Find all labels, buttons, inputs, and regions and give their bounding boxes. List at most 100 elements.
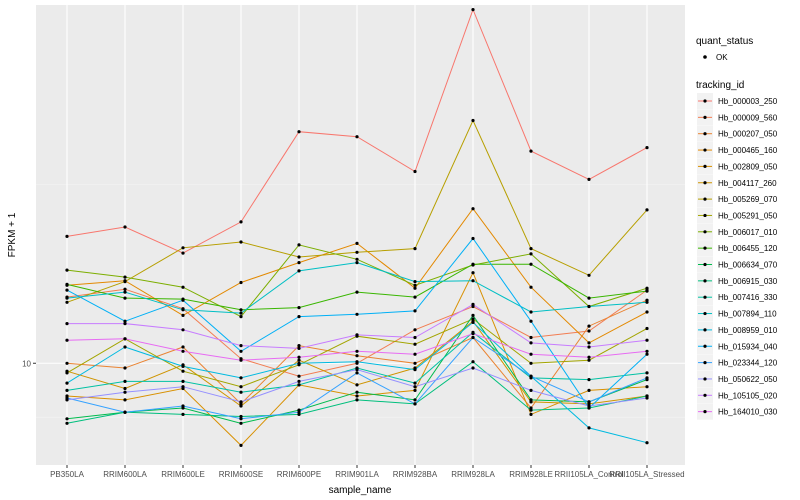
data-point: [65, 421, 69, 425]
legend-color-label: Hb_005291_050: [718, 211, 778, 220]
data-point: [355, 398, 359, 402]
legend-key-point: [703, 377, 707, 381]
data-point: [123, 390, 127, 394]
data-point: [123, 337, 127, 341]
data-point: [239, 443, 243, 447]
data-point: [413, 280, 417, 284]
data-point: [645, 396, 649, 400]
data-point: [239, 358, 243, 362]
legend-color-label: Hb_105105_020: [718, 391, 778, 400]
data-point: [355, 368, 359, 372]
data-point: [413, 381, 417, 385]
legend-color-items: Hb_000003_250 Hb_000009_560 Hb_000207_050 H…: [697, 93, 778, 420]
data-point: [587, 400, 591, 404]
data-point: [645, 208, 649, 212]
data-point: [239, 349, 243, 353]
legend-color-label: Hb_000009_560: [718, 113, 778, 122]
data-point: [529, 252, 533, 256]
data-point: [471, 332, 475, 336]
legend-shape-key: [703, 55, 707, 59]
data-point: [123, 379, 127, 383]
data-point: [587, 324, 591, 328]
data-point: [471, 8, 475, 12]
data-point: [587, 358, 591, 362]
data-point: [65, 322, 69, 326]
data-point: [65, 300, 69, 304]
data-point: [471, 313, 475, 317]
data-point: [355, 241, 359, 245]
data-point: [471, 271, 475, 275]
plot-panel: [36, 5, 685, 465]
data-point: [587, 177, 591, 181]
data-point: [65, 388, 69, 392]
data-point: [297, 255, 301, 259]
legend-color-label: Hb_015934_040: [718, 342, 778, 351]
data-point: [123, 345, 127, 349]
legend-color-label: Hb_050622_050: [718, 375, 778, 384]
data-point: [413, 328, 417, 332]
data-point: [413, 295, 417, 299]
data-point: [529, 398, 533, 402]
legend: quant_status OK tracking_id Hb_000003_25…: [696, 36, 778, 420]
legend-key-point: [703, 311, 707, 316]
data-point: [123, 275, 127, 279]
data-point: [413, 169, 417, 174]
data-point: [587, 273, 591, 277]
data-point: [355, 261, 359, 265]
data-point: [181, 364, 185, 368]
data-point: [239, 400, 243, 404]
legend-key-point: [703, 213, 707, 218]
x-tick-label: RRIM928LA: [451, 470, 495, 479]
y-axis: 10: [22, 359, 36, 368]
data-point: [587, 388, 591, 392]
data-point: [123, 296, 127, 300]
legend-key-point: [703, 132, 707, 136]
data-point: [123, 280, 127, 284]
data-point: [471, 236, 475, 241]
data-point: [529, 408, 533, 412]
data-point: [355, 250, 359, 254]
data-point: [297, 243, 301, 247]
data-point: [297, 379, 301, 383]
data-point: [529, 319, 533, 323]
data-point: [65, 371, 69, 375]
data-point: [471, 279, 475, 283]
data-point: [645, 146, 649, 150]
data-point: [65, 282, 69, 286]
data-point: [529, 285, 533, 289]
data-point: [181, 313, 185, 317]
data-point: [123, 290, 127, 294]
data-point: [645, 376, 649, 380]
legend-shape-label: OK: [716, 53, 728, 62]
data-point: [413, 352, 417, 356]
legend-shape-title: quant_status: [696, 36, 753, 47]
data-point: [355, 135, 359, 139]
data-point: [413, 247, 417, 251]
legend-color-label: Hb_006915_030: [718, 277, 778, 286]
legend-color-label: Hb_002809_050: [718, 162, 778, 171]
data-point: [297, 261, 301, 265]
data-point: [297, 344, 301, 348]
data-point: [181, 349, 185, 353]
x-tick-label: RRIM928BA: [393, 470, 438, 479]
data-point: [413, 398, 417, 402]
data-point: [297, 355, 301, 359]
legend-color-label: Hb_005269_070: [718, 195, 778, 204]
data-point: [529, 247, 533, 251]
legend-key-point: [703, 99, 707, 103]
legend-key-point: [703, 328, 707, 332]
data-point: [413, 342, 417, 346]
data-point: [181, 404, 185, 408]
legend-color-label: Hb_000465_160: [718, 146, 778, 155]
data-point: [65, 338, 69, 342]
legend-key-point: [703, 164, 707, 168]
legend-shape-items: OK: [703, 53, 728, 62]
data-point: [123, 319, 127, 323]
data-point: [181, 412, 185, 416]
data-point: [645, 300, 649, 304]
data-point: [181, 345, 185, 349]
data-point: [239, 240, 243, 244]
data-point: [471, 118, 475, 123]
data-point: [239, 404, 243, 408]
data-point: [239, 421, 243, 425]
